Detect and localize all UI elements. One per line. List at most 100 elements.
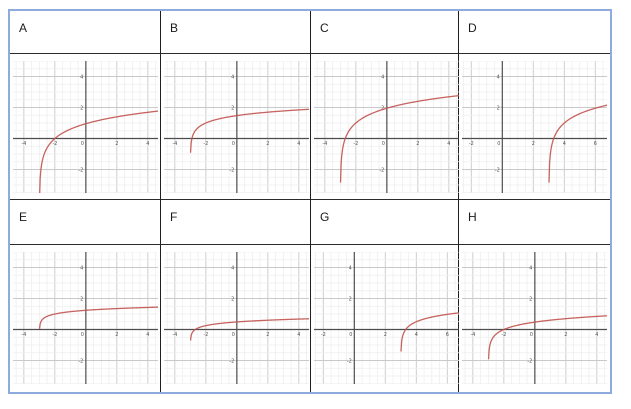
- y-tick-label: 4: [80, 75, 83, 81]
- x-tick-label: 4: [563, 141, 566, 147]
- x-tick-label: -2: [321, 332, 326, 338]
- x-tick-label: -2: [353, 141, 358, 147]
- x-tick-label: 4: [595, 332, 598, 338]
- x-tick-label: 0: [81, 332, 84, 338]
- graph-plot-E: -4 -2 0 2 4 4 2 -2: [13, 252, 158, 384]
- x-tick-label: 2: [266, 141, 269, 147]
- y-tick-label: 4: [349, 266, 352, 272]
- x-tick-label: 2: [564, 332, 567, 338]
- graph-cell-G: -2 0 2 4 6 4 2 -2: [311, 245, 459, 392]
- graph-plot-F: -4 -2 0 2 4 4 2 -2: [164, 252, 309, 384]
- option-header-F: F: [161, 200, 311, 245]
- option-letter-D: D: [468, 21, 477, 35]
- y-tick-label: 2: [497, 106, 500, 112]
- graph-plot-A: -4 -2 0 2 4 4 2 -2: [13, 61, 158, 193]
- x-tick-label: 0: [232, 141, 235, 147]
- graph-image-A: -4 -2 0 2 4 4 2 -2: [13, 61, 158, 193]
- option-letter-C: C: [320, 21, 329, 35]
- option-header-A: A: [10, 11, 161, 54]
- graph-plot-D: -2 0 2 4 6 4 2 -2: [462, 61, 607, 193]
- graph-image-H: -4 -2 0 2 4 4 2 -2: [462, 252, 607, 384]
- x-tick-label: 4: [297, 332, 300, 338]
- y-tick-label: 4: [231, 75, 234, 81]
- x-tick-label: 4: [447, 141, 450, 147]
- log-curve-C: [339, 94, 459, 183]
- graph-cell-C: -4 -2 0 2 4 4 2 -2: [311, 54, 459, 200]
- x-tick-label: -2: [52, 332, 57, 338]
- y-tick-label: -2: [229, 168, 234, 174]
- log-curve-H: [487, 315, 607, 360]
- graph-cell-D: -2 0 2 4 6 4 2 -2: [459, 54, 610, 200]
- x-tick-label: -2: [52, 141, 57, 147]
- x-tick-label: 2: [384, 332, 387, 338]
- graph-image-F: -4 -2 0 2 4 4 2 -2: [164, 252, 309, 384]
- graph-plot-C: -4 -2 0 2 4 4 2 -2: [314, 61, 459, 193]
- graph-plot-H: -4 -2 0 2 4 4 2 -2: [462, 252, 607, 384]
- x-tick-label: 0: [349, 332, 352, 338]
- y-tick-label: 2: [349, 297, 352, 303]
- y-tick-label: 2: [80, 106, 83, 112]
- y-tick-label: 4: [231, 266, 234, 272]
- x-tick-label: 2: [416, 141, 419, 147]
- y-tick-label: 4: [381, 75, 384, 81]
- graph-cell-F: -4 -2 0 2 4 4 2 -2: [161, 245, 311, 392]
- option-header-C: C: [311, 11, 459, 54]
- y-tick-label: 2: [231, 297, 234, 303]
- log-curve-G: [400, 312, 459, 352]
- option-letter-H: H: [468, 210, 477, 224]
- option-letter-E: E: [19, 210, 28, 224]
- x-tick-label: -4: [21, 141, 26, 147]
- graph-cell-B: -4 -2 0 2 4 4 2 -2: [161, 54, 311, 200]
- graph-image-D: -2 0 2 4 6 4 2 -2: [462, 61, 607, 193]
- log-curve-A: [39, 110, 158, 193]
- y-tick-label: -2: [78, 168, 83, 174]
- x-tick-label: 2: [532, 141, 535, 147]
- x-tick-label: 0: [530, 332, 533, 338]
- log-curve-F: [189, 318, 309, 341]
- option-header-B: B: [161, 11, 311, 54]
- y-tick-label: -2: [379, 168, 384, 174]
- x-tick-label: -4: [21, 332, 26, 338]
- x-tick-label: -4: [322, 141, 327, 147]
- y-tick-label: 2: [381, 106, 384, 112]
- graph-image-C: -4 -2 0 2 4 4 2 -2: [314, 61, 459, 193]
- log-curve-D: [548, 104, 607, 183]
- x-tick-label: 2: [115, 332, 118, 338]
- graph-cell-E: -4 -2 0 2 4 4 2 -2: [10, 245, 161, 392]
- y-tick-label: -2: [347, 359, 352, 365]
- x-tick-label: -2: [203, 332, 208, 338]
- graph-image-G: -2 0 2 4 6 4 2 -2: [314, 252, 459, 384]
- x-tick-label: 0: [497, 141, 500, 147]
- y-tick-label: -2: [78, 359, 83, 365]
- graph-cell-A: -4 -2 0 2 4 4 2 -2: [10, 54, 161, 200]
- x-tick-label: 0: [232, 332, 235, 338]
- x-tick-label: -2: [203, 141, 208, 147]
- graph-image-E: -4 -2 0 2 4 4 2 -2: [13, 252, 158, 384]
- x-tick-label: -4: [172, 332, 177, 338]
- graph-plot-B: -4 -2 0 2 4 4 2 -2: [164, 61, 309, 193]
- y-tick-label: 4: [529, 266, 532, 272]
- y-tick-label: -2: [527, 359, 532, 365]
- y-tick-label: 2: [80, 297, 83, 303]
- x-tick-label: 4: [297, 141, 300, 147]
- option-letter-G: G: [320, 210, 330, 224]
- x-tick-label: 2: [266, 332, 269, 338]
- y-tick-label: 2: [529, 297, 532, 303]
- x-tick-label: 4: [146, 141, 149, 147]
- y-tick-label: -2: [495, 168, 500, 174]
- option-letter-B: B: [170, 21, 179, 35]
- option-header-D: D: [459, 11, 610, 54]
- y-tick-label: 2: [231, 106, 234, 112]
- log-curve-E: [38, 306, 158, 329]
- x-tick-label: 4: [146, 332, 149, 338]
- option-letter-F: F: [170, 210, 178, 224]
- y-tick-label: -2: [229, 359, 234, 365]
- option-header-H: H: [459, 200, 610, 245]
- x-tick-label: 2: [115, 141, 118, 147]
- log-curve-B: [189, 108, 309, 153]
- x-tick-label: 0: [382, 141, 385, 147]
- x-tick-label: -2: [501, 332, 506, 338]
- x-tick-label: -4: [172, 141, 177, 147]
- x-tick-label: -2: [469, 141, 474, 147]
- graph-plot-G: -2 0 2 4 6 4 2 -2: [314, 252, 459, 384]
